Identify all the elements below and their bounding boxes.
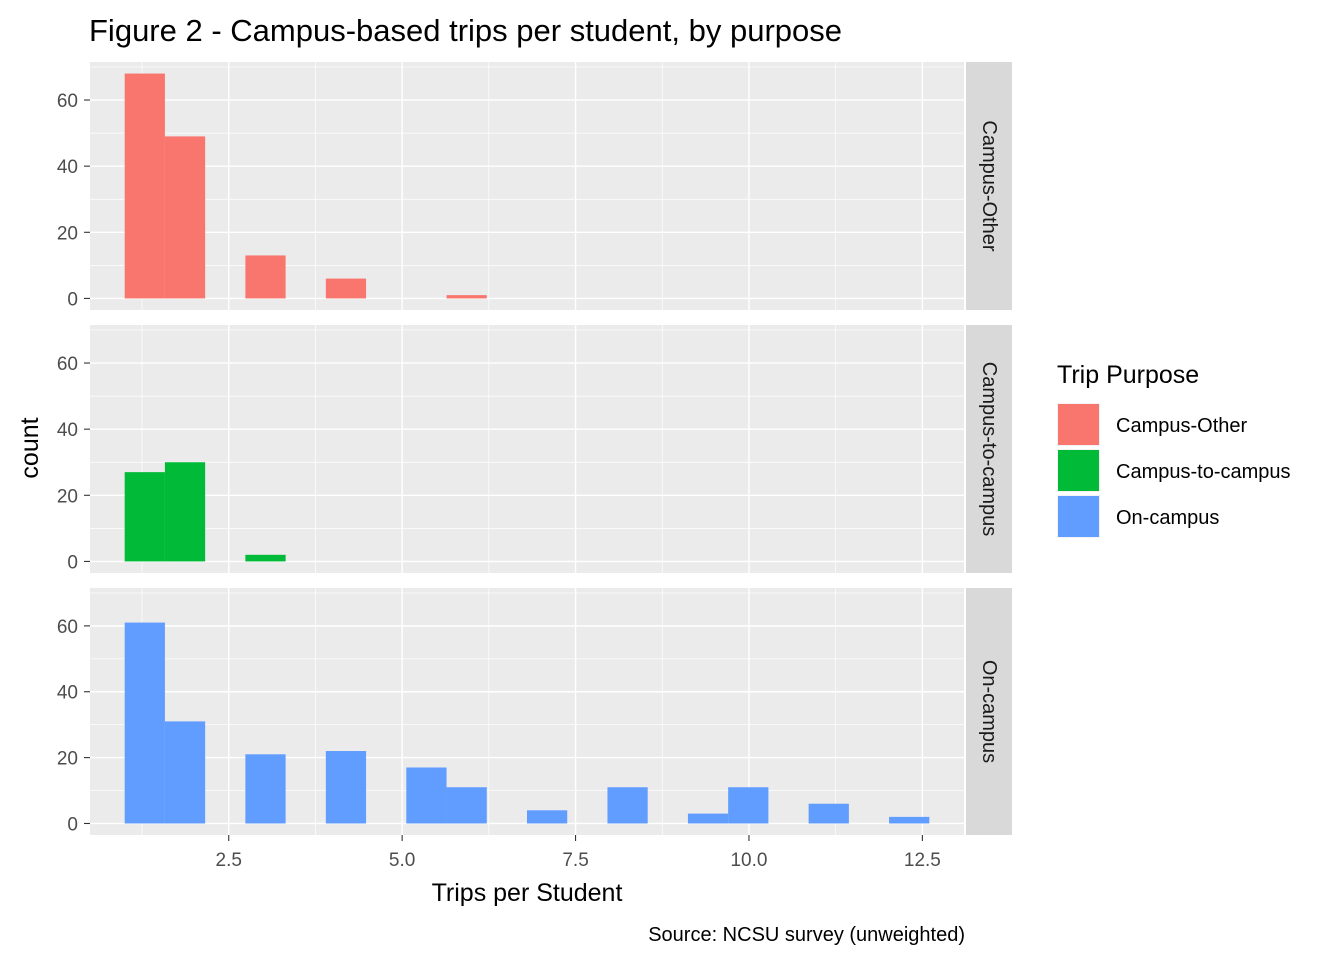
y-tick-label: 0 — [67, 814, 78, 835]
y-tick-label: 0 — [67, 552, 78, 573]
x-tick-label: 5.0 — [389, 850, 415, 871]
y-tick-label: 40 — [57, 683, 78, 704]
legend-label: On-campus — [1116, 507, 1219, 529]
histogram-bar — [124, 472, 165, 562]
histogram-bar — [889, 816, 930, 824]
chart-title: Figure 2 - Campus-based trips per studen… — [89, 13, 842, 48]
histogram-bar — [124, 73, 165, 299]
histogram-bar — [325, 278, 367, 299]
histogram-bar — [124, 622, 165, 824]
x-axis: 2.5 5.0 7.5 10.0 12.5 — [216, 835, 941, 871]
y-tick-label: 60 — [57, 617, 78, 638]
histogram-bar — [245, 754, 286, 824]
legend-item-on-campus: On-campus — [1057, 495, 1219, 538]
y-tick-label: 0 — [67, 289, 78, 310]
facet-panel-campus-to-campus: 0 20 40 60 Campus-to-campus — [57, 325, 1012, 573]
panel-background — [90, 62, 964, 310]
histogram-bar — [406, 767, 447, 824]
facet-strip — [966, 62, 1012, 310]
y-tick-label: 40 — [57, 157, 78, 178]
histogram-bar — [527, 810, 568, 824]
panel-background — [90, 325, 964, 573]
histogram-bar — [687, 813, 729, 824]
facet-strip-label: Campus-to-campus — [978, 362, 1000, 537]
facet-panels: 0 20 40 60 Campus-Other 0 20 40 60 Campus-to-camp… — [57, 62, 1012, 835]
chart-caption: Source: NCSU survey (unweighted) — [648, 924, 965, 946]
histogram-bar — [728, 787, 769, 824]
facet-strip — [966, 325, 1012, 573]
x-tick-label: 12.5 — [904, 850, 941, 871]
histogram-bar — [325, 751, 367, 824]
facet-strip — [966, 588, 1012, 835]
x-tick-label: 10.0 — [730, 850, 767, 871]
histogram-bar — [245, 554, 286, 562]
y-tick-label: 20 — [57, 486, 78, 507]
legend-item-campus-other: Campus-Other — [1057, 403, 1247, 446]
x-axis-title: Trips per Student — [432, 879, 623, 907]
y-tick-label: 60 — [57, 91, 78, 112]
histogram-bar — [808, 803, 849, 824]
legend-key-swatch — [1058, 496, 1099, 537]
histogram-bar — [245, 255, 286, 299]
facet-strip-label: On-campus — [978, 660, 1000, 763]
y-tick-label: 20 — [57, 223, 78, 244]
histogram-bar — [164, 136, 206, 299]
histogram-bar — [607, 787, 648, 824]
y-tick-label: 40 — [57, 420, 78, 441]
histogram-bar — [164, 462, 206, 562]
y-axis-title: count — [16, 417, 44, 478]
legend-key-swatch — [1058, 450, 1099, 491]
facet-strip-label: Campus-Other — [978, 120, 1000, 251]
legend-label: Campus-Other — [1116, 415, 1247, 437]
legend: Trip Purpose Campus-Other Campus-to-campu… — [1057, 361, 1291, 538]
y-tick-label: 60 — [57, 354, 78, 375]
legend-label: Campus-to-campus — [1116, 461, 1291, 483]
legend-key-swatch — [1058, 404, 1099, 445]
histogram-bar — [446, 787, 487, 824]
legend-item-campus-to-campus: Campus-to-campus — [1057, 449, 1291, 492]
panel-background — [90, 588, 964, 835]
legend-title: Trip Purpose — [1057, 361, 1199, 389]
x-tick-label: 7.5 — [562, 850, 588, 871]
y-tick-label: 20 — [57, 749, 78, 770]
x-tick-label: 2.5 — [216, 850, 242, 871]
facet-panel-on-campus: 0 20 40 60 On-campus — [57, 588, 1012, 835]
histogram-bar — [164, 721, 206, 824]
facet-panel-campus-other: 0 20 40 60 Campus-Other — [57, 62, 1012, 310]
histogram-bar — [446, 295, 487, 299]
